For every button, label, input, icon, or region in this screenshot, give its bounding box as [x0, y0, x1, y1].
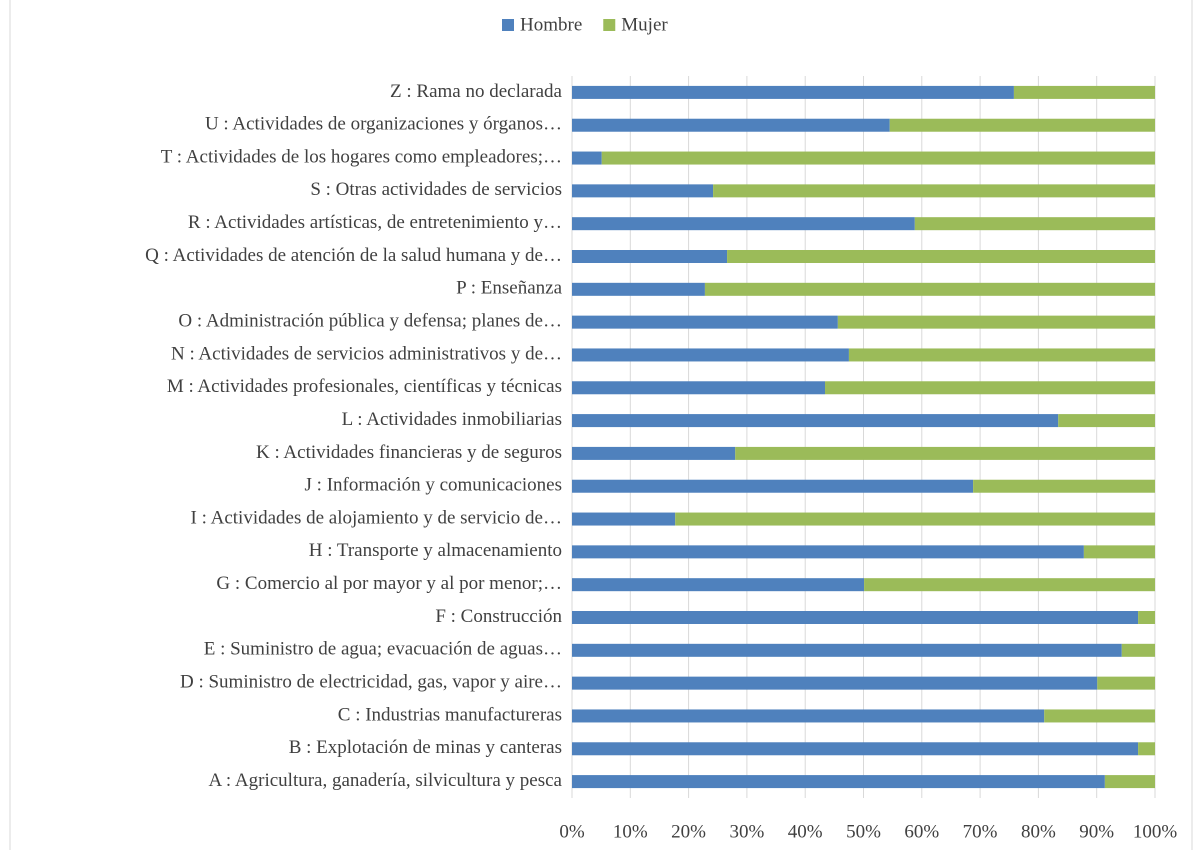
- bar-segment: [572, 118, 890, 132]
- x-tick-label: 50%: [846, 821, 881, 842]
- y-tick-label: A : Agricultura, ganadería, silvicultura…: [209, 770, 563, 791]
- bar-segment: [727, 250, 1155, 263]
- bar-segment: [572, 643, 1122, 657]
- bar-segment: [1058, 414, 1155, 428]
- bar-segment: [848, 348, 1155, 362]
- bar-segment: [572, 348, 849, 362]
- y-tick-label: T : Actividades de los hogares como empl…: [161, 146, 562, 167]
- x-tick-label: 10%: [613, 821, 648, 842]
- bar-segment: [889, 118, 1155, 132]
- bar-segment: [572, 578, 865, 592]
- bar-segment: [914, 217, 1155, 231]
- bar-segment: [572, 709, 1045, 723]
- bar-segment: [1138, 611, 1155, 624]
- bar-segment: [572, 250, 728, 263]
- x-tick-label: 30%: [729, 821, 764, 842]
- bar-segment: [713, 184, 1155, 198]
- y-tick-label: F : Construcción: [435, 606, 562, 627]
- y-tick-label: P : Enseñanza: [456, 278, 562, 299]
- bar-segment: [601, 151, 1155, 165]
- bar-segment: [704, 282, 1155, 296]
- y-tick-label: I : Actividades de alojamiento y de serv…: [191, 507, 562, 528]
- bar-segment: [572, 775, 1105, 789]
- y-tick-label: K : Actividades financieras y de seguros: [256, 442, 562, 463]
- x-tick-label: 20%: [671, 821, 706, 842]
- bar-segment: [1083, 545, 1155, 559]
- y-tick-label: O : Administración pública y defensa; pl…: [178, 310, 562, 331]
- y-tick-label: J : Información y comunicaciones: [305, 475, 562, 496]
- bar-segment: [1138, 742, 1155, 756]
- bar-segment: [837, 315, 1155, 329]
- x-tick-label: 90%: [1079, 821, 1114, 842]
- y-tick-label: Z : Rama no declarada: [390, 81, 563, 102]
- y-tick-label: D : Suministro de electricidad, gas, vap…: [180, 671, 562, 692]
- bar-segment: [572, 381, 826, 395]
- bar-segment: [1121, 643, 1155, 657]
- bar-segment: [973, 479, 1155, 493]
- bar-segment: [572, 742, 1139, 756]
- legend-swatch: [502, 19, 514, 31]
- bar-segment: [1013, 85, 1155, 99]
- y-tick-label: S : Otras actividades de servicios: [310, 179, 562, 200]
- bar-segment: [572, 446, 736, 460]
- bar-segment: [735, 446, 1155, 460]
- bar-segment: [1097, 676, 1155, 690]
- y-tick-label: E : Suministro de agua; evacuación de ag…: [204, 639, 562, 660]
- bar-segment: [572, 217, 915, 231]
- y-tick-label: R : Actividades artísticas, de entreteni…: [188, 212, 562, 233]
- bar-segment: [675, 512, 1155, 526]
- bar-segment: [572, 479, 974, 493]
- x-tick-label: 40%: [788, 821, 823, 842]
- y-tick-label: N : Actividades de servicios administrat…: [171, 343, 562, 364]
- x-tick-label: 60%: [904, 821, 939, 842]
- x-tick-label: 70%: [963, 821, 998, 842]
- x-tick-label: 80%: [1021, 821, 1056, 842]
- legend-swatch: [603, 19, 616, 31]
- bar-segment: [825, 381, 1155, 395]
- bar-segment: [572, 414, 1059, 428]
- y-tick-label: B : Explotación de minas y canteras: [289, 737, 562, 758]
- y-tick-label: H : Transporte y almacenamiento: [309, 540, 562, 561]
- bar-segment: [572, 282, 705, 296]
- x-tick-label: 0%: [559, 821, 585, 842]
- y-tick-label: M : Actividades profesionales, científic…: [167, 376, 562, 397]
- y-tick-label: C : Industrias manufactureras: [338, 704, 562, 725]
- bar-segment: [572, 85, 1014, 99]
- bar-segment: [864, 578, 1155, 592]
- bar-segment: [572, 184, 714, 198]
- bar-segment: [572, 315, 838, 329]
- bar-segment: [572, 611, 1139, 624]
- y-tick-label: U : Actividades de organizaciones y órga…: [205, 114, 562, 135]
- y-tick-label: Q : Actividades de atención de la salud …: [145, 245, 562, 266]
- bar-segment: [1044, 709, 1155, 723]
- legend-label: Mujer: [621, 14, 668, 35]
- bar-segment: [572, 151, 602, 165]
- y-tick-label: G : Comercio al por mayor y al por menor…: [216, 573, 562, 594]
- y-tick-label: L : Actividades inmobiliarias: [342, 409, 562, 430]
- x-tick-label: 100%: [1133, 821, 1178, 842]
- bar-segment: [572, 512, 676, 526]
- chart-border: [9, 0, 1193, 850]
- bar-segment: [572, 545, 1084, 559]
- bar-segment: [1104, 775, 1155, 789]
- bar-segment: [572, 676, 1098, 690]
- legend-label: Hombre: [520, 14, 582, 35]
